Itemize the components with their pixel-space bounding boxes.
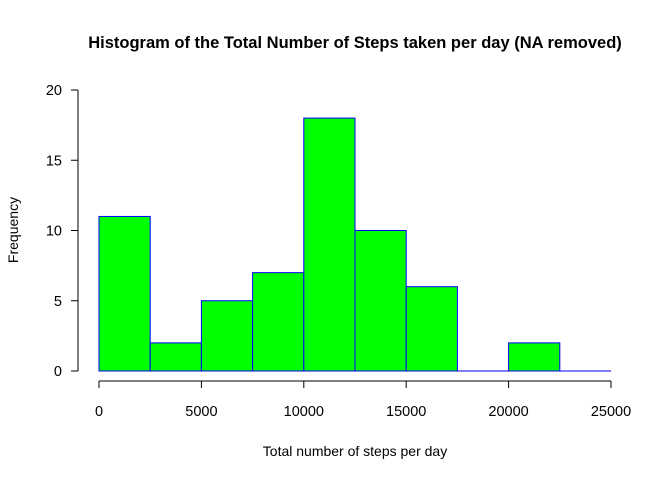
- histogram-bar-0: [98, 215, 151, 372]
- x-tick-label-3: 15000: [386, 404, 426, 420]
- histogram-bar-1: [149, 342, 202, 372]
- y-tick-label-1: 5: [54, 294, 62, 310]
- histogram-bar-8: [508, 342, 561, 372]
- x-tick-label-4: 20000: [488, 404, 528, 420]
- chart-title: Histogram of the Total Number of Steps t…: [88, 34, 622, 52]
- x-tick-label-2: 10000: [284, 404, 324, 420]
- histogram-bar-3: [252, 272, 305, 372]
- histogram-bar-6: [405, 286, 458, 372]
- y-tick-label-4: 20: [46, 83, 62, 99]
- x-axis-label: Total number of steps per day: [263, 443, 447, 459]
- x-tick-label-0: 0: [95, 404, 103, 420]
- x-tick-label-5: 25000: [591, 404, 631, 420]
- histogram-bar-4: [303, 117, 356, 372]
- x-tick-label-1: 5000: [185, 404, 217, 420]
- y-tick-label-2: 10: [46, 224, 62, 240]
- y-axis: 0 5 10 15 20: [46, 83, 79, 380]
- y-tick-label-3: 15: [46, 153, 62, 169]
- x-axis: 0 5000 10000 15000 20000 25000: [95, 380, 631, 420]
- y-axis-label: Frequency: [5, 197, 21, 263]
- histogram-bar-5: [354, 230, 407, 372]
- bars-group: [98, 117, 611, 372]
- y-tick-label-0: 0: [54, 364, 62, 380]
- histogram-bar-2: [200, 300, 254, 372]
